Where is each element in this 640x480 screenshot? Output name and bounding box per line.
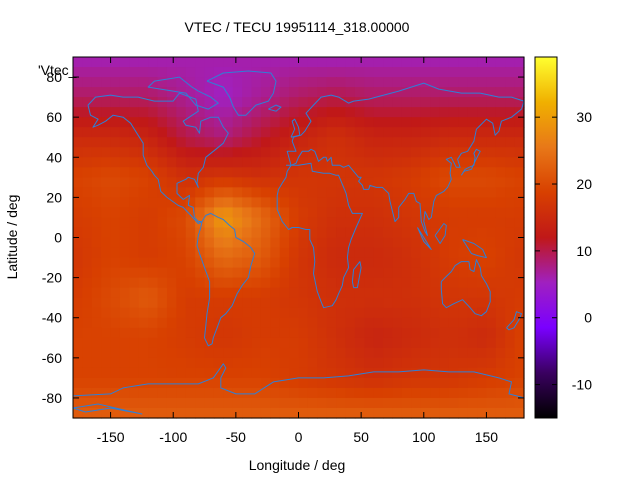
coastline-segment: [290, 118, 301, 138]
y-tick-label: -20: [42, 270, 62, 286]
coastline-segment: [434, 223, 447, 244]
y-tick-label: -40: [42, 310, 62, 326]
coastline-segment: [206, 70, 277, 116]
x-axis-label: Longitude / deg: [249, 457, 346, 473]
y-tick-label: 60: [46, 109, 62, 125]
coastline-segment: [462, 239, 487, 259]
y-axis-label: Latitude / deg: [4, 195, 20, 280]
coastline-segment: [286, 82, 525, 236]
coastline-segment: [268, 104, 282, 112]
y-tick-label: -80: [42, 390, 62, 406]
colorbar-tick-label: 20: [576, 176, 592, 192]
x-tick-label: 100: [412, 429, 436, 445]
y-tick-label: 40: [46, 149, 62, 165]
coastline-segment: [87, 92, 229, 224]
coastline-segment: [506, 311, 522, 331]
colorbar-ticks: -10 0 10 20 30: [535, 109, 592, 393]
x-axis-ticks: -150 -100 -50 0 50 100 150: [97, 57, 499, 445]
colorbar-tick-label: 10: [576, 243, 592, 259]
coastline-segment: [72, 403, 143, 415]
chart-title: VTEC / TECU 19951114_318.00000: [185, 19, 410, 35]
coastline-segment: [351, 261, 362, 289]
x-tick-label: 0: [295, 429, 303, 445]
coastline-overlay: [72, 70, 525, 415]
coastline-segment: [147, 76, 219, 110]
y-tick-label: 0: [54, 230, 62, 246]
x-tick-label: -50: [226, 429, 246, 445]
coastline-segment: [276, 162, 363, 309]
key-label: 'Vtec_: [38, 62, 77, 78]
colorbar: [534, 56, 558, 419]
coastline-segment: [417, 227, 432, 250]
y-axis-ticks: -80 -60 -40 -20 0 20 40 60 80: [42, 69, 524, 406]
coastline-segment: [460, 148, 481, 176]
coastline-segment: [196, 212, 256, 347]
colorbar-tick-label: -10: [572, 377, 592, 393]
x-tick-label: -100: [159, 429, 187, 445]
y-tick-label: -60: [42, 350, 62, 366]
coastline-segment: [72, 363, 525, 399]
y-tick-label: 20: [46, 189, 62, 205]
x-tick-label: 50: [353, 429, 369, 445]
x-tick-label: -150: [97, 429, 125, 445]
y-tick-label: 80: [46, 69, 62, 85]
coastline-segment: [440, 259, 491, 317]
x-tick-label: 150: [475, 429, 499, 445]
colorbar-tick-label: 0: [584, 310, 592, 326]
colorbar-tick-label: 30: [576, 109, 592, 125]
vtec-heatmap: [73, 57, 525, 419]
